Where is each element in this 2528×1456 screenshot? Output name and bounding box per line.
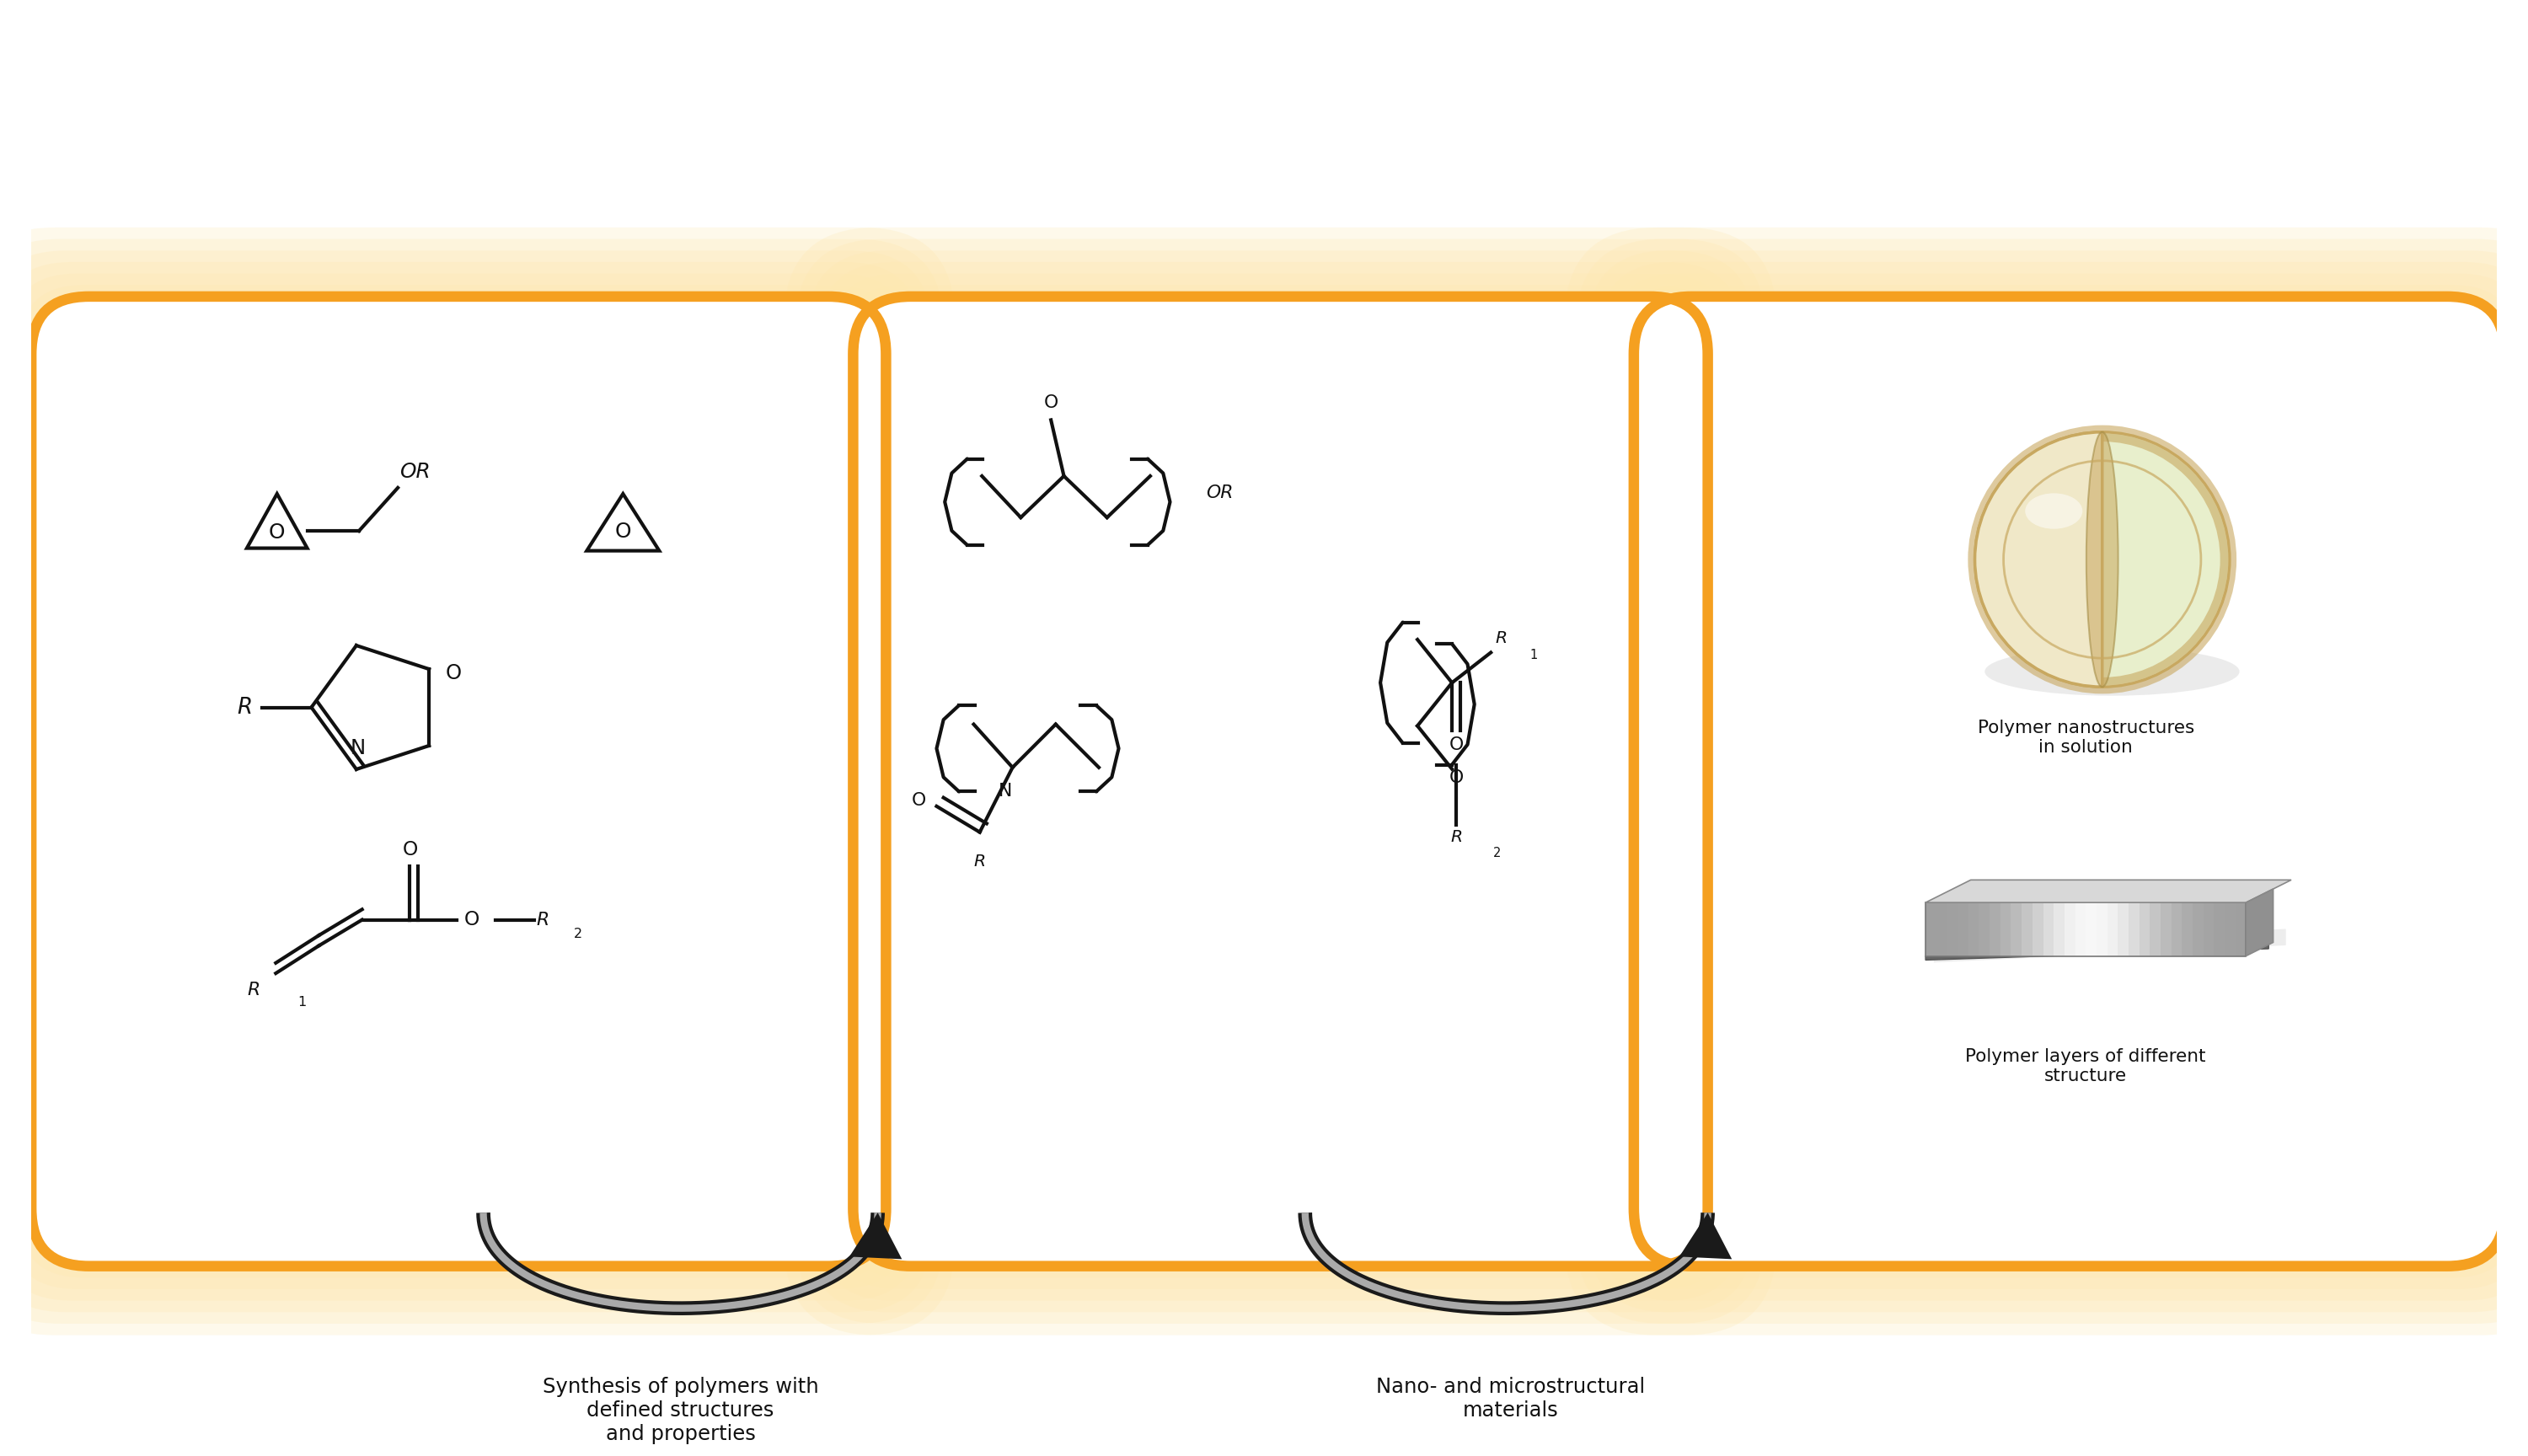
Polygon shape (2086, 903, 2096, 957)
FancyBboxPatch shape (819, 262, 1742, 1300)
Text: 1: 1 (1529, 648, 1537, 661)
Text: N: N (999, 783, 1014, 799)
FancyBboxPatch shape (852, 297, 1709, 1267)
Text: 2: 2 (574, 927, 581, 941)
Text: N: N (351, 738, 367, 759)
Polygon shape (1934, 929, 2285, 962)
FancyBboxPatch shape (1633, 297, 2505, 1267)
FancyBboxPatch shape (30, 297, 885, 1267)
FancyBboxPatch shape (1588, 250, 2528, 1312)
Polygon shape (2204, 903, 2215, 957)
Polygon shape (2075, 903, 2086, 957)
Polygon shape (2096, 903, 2108, 957)
FancyBboxPatch shape (829, 274, 1732, 1289)
FancyBboxPatch shape (0, 262, 920, 1300)
Ellipse shape (2086, 432, 2118, 687)
Polygon shape (2182, 903, 2192, 957)
Text: 2: 2 (1494, 846, 1502, 859)
Polygon shape (2139, 903, 2149, 957)
Polygon shape (2192, 903, 2204, 957)
Polygon shape (849, 1213, 902, 1259)
FancyBboxPatch shape (20, 285, 897, 1278)
Polygon shape (2161, 903, 2172, 957)
Polygon shape (2043, 903, 2053, 957)
Text: O: O (465, 910, 480, 929)
Text: R: R (248, 981, 260, 999)
Text: Nano- and microstructural
materials: Nano- and microstructural materials (1375, 1377, 1646, 1421)
Polygon shape (1947, 903, 1957, 957)
Text: Synthesis of polymers with
defined structures
and properties: Synthesis of polymers with defined struc… (544, 1377, 819, 1444)
Ellipse shape (1984, 648, 2240, 696)
FancyBboxPatch shape (796, 239, 1765, 1324)
Polygon shape (1926, 903, 1936, 957)
FancyBboxPatch shape (0, 227, 956, 1335)
Polygon shape (1979, 903, 1990, 957)
Text: O: O (402, 840, 417, 859)
Text: Polymer layers of different
structure: Polymer layers of different structure (1964, 1048, 2207, 1085)
Text: R: R (1451, 830, 1461, 846)
FancyBboxPatch shape (1577, 239, 2528, 1324)
Polygon shape (2172, 903, 2182, 957)
Polygon shape (1957, 903, 1969, 957)
FancyBboxPatch shape (842, 285, 1719, 1278)
Text: O: O (1044, 395, 1059, 412)
Wedge shape (1974, 432, 2103, 687)
FancyBboxPatch shape (1623, 285, 2515, 1278)
Polygon shape (2118, 903, 2129, 957)
Polygon shape (2022, 903, 2033, 957)
Polygon shape (1926, 945, 2268, 960)
Polygon shape (2108, 903, 2118, 957)
Text: O: O (913, 792, 925, 808)
Polygon shape (2129, 903, 2139, 957)
Text: O: O (1449, 769, 1464, 786)
FancyBboxPatch shape (0, 250, 933, 1312)
Text: Polymer nanostructures
in solution: Polymer nanostructures in solution (1977, 719, 2194, 756)
Polygon shape (2149, 903, 2161, 957)
Text: O: O (445, 664, 463, 684)
Polygon shape (2215, 903, 2225, 957)
FancyBboxPatch shape (1600, 262, 2528, 1300)
Wedge shape (2103, 434, 2227, 686)
Polygon shape (2245, 890, 2273, 957)
Polygon shape (2033, 903, 2043, 957)
Polygon shape (2065, 903, 2075, 957)
FancyBboxPatch shape (784, 227, 1777, 1335)
Text: R: R (238, 696, 253, 718)
Polygon shape (2053, 903, 2065, 957)
Polygon shape (2000, 903, 2010, 957)
Text: OR: OR (399, 462, 430, 482)
Text: R: R (1494, 630, 1507, 646)
Polygon shape (1679, 1213, 1732, 1259)
Text: O: O (1449, 737, 1464, 753)
Text: O: O (614, 521, 632, 542)
Ellipse shape (1974, 432, 2230, 687)
Polygon shape (2010, 903, 2022, 957)
FancyBboxPatch shape (806, 250, 1754, 1312)
Text: R: R (536, 911, 549, 929)
Polygon shape (2235, 903, 2245, 957)
Text: 1: 1 (298, 996, 306, 1009)
FancyBboxPatch shape (8, 274, 910, 1289)
Ellipse shape (2025, 494, 2083, 529)
Polygon shape (1990, 903, 2000, 957)
Polygon shape (1926, 879, 2290, 903)
Polygon shape (2225, 903, 2235, 957)
Text: R: R (973, 853, 986, 869)
FancyBboxPatch shape (1565, 227, 2528, 1335)
Polygon shape (1969, 903, 1979, 957)
FancyBboxPatch shape (0, 239, 943, 1324)
FancyBboxPatch shape (1610, 274, 2528, 1289)
Polygon shape (1936, 903, 1947, 957)
Text: O: O (268, 523, 286, 543)
Text: OR: OR (1206, 485, 1234, 502)
